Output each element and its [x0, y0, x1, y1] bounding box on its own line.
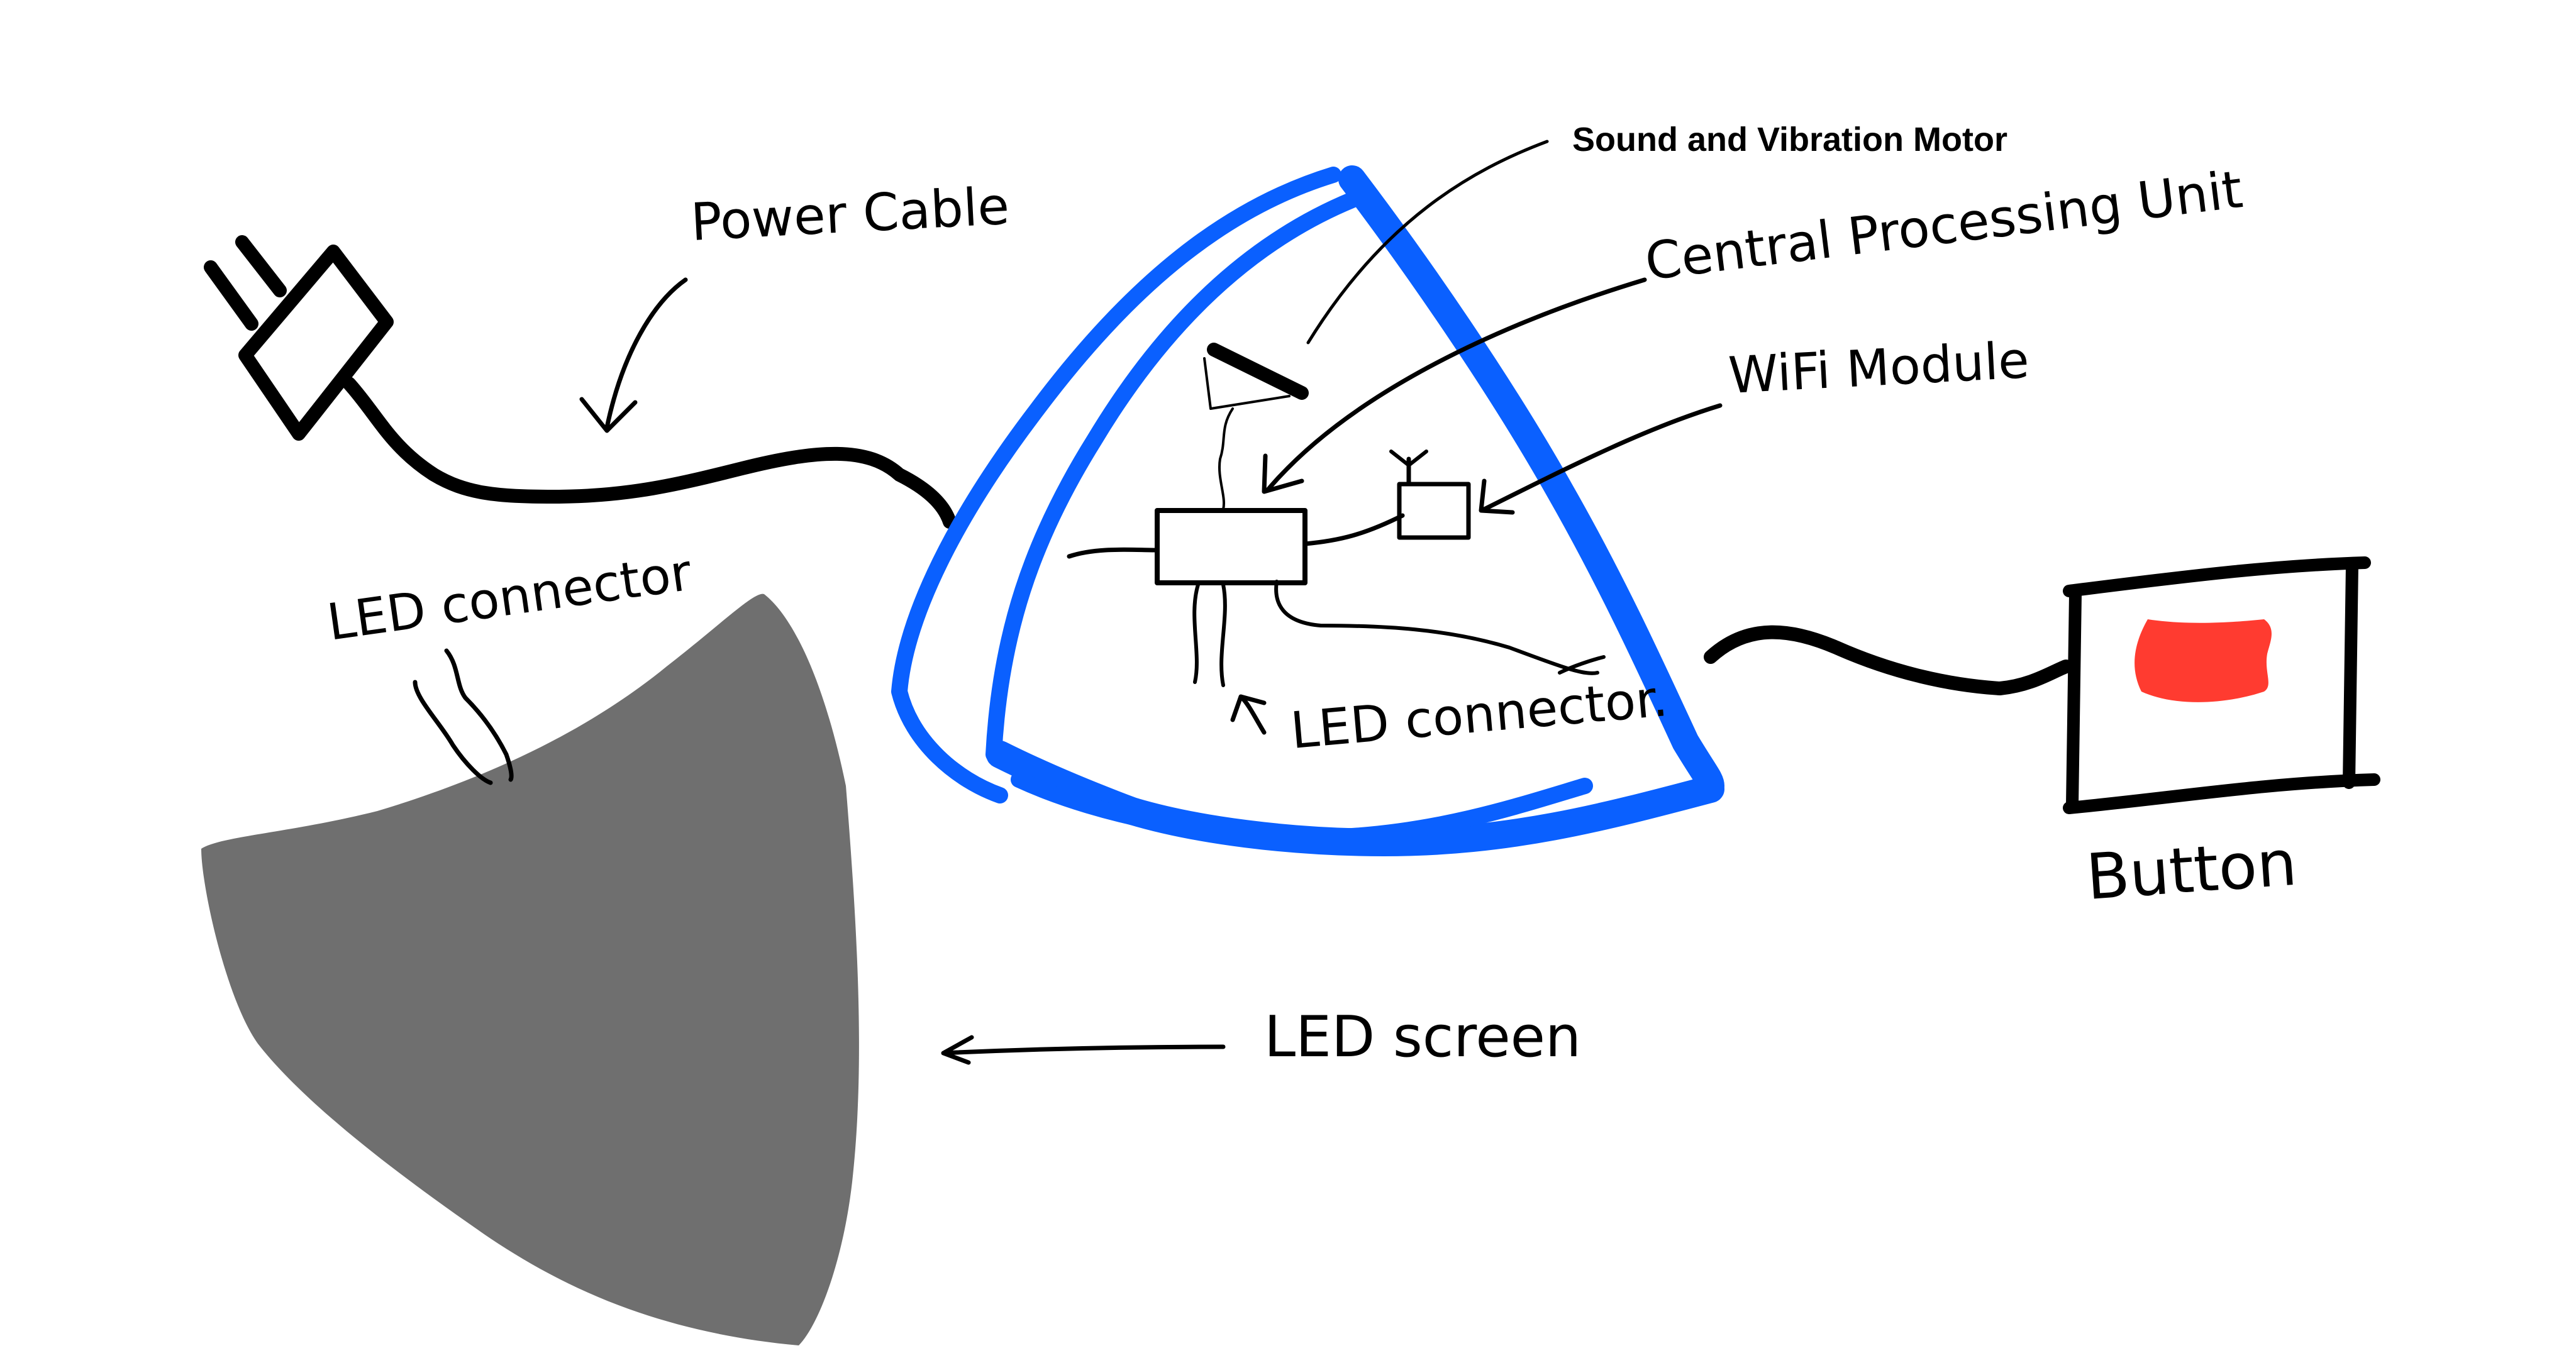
- label-cpu: Central Processing Unit: [1642, 160, 2246, 292]
- power-cable-arrow: [579, 277, 688, 433]
- wifi-module-icon: [1397, 482, 1471, 540]
- led-screen-shape: [201, 593, 859, 1345]
- annotation-arrows: [1230, 140, 1723, 735]
- internal-components: [1067, 343, 1606, 687]
- cpu-chip: [1155, 508, 1307, 585]
- sound-motor-icon: [1207, 343, 1309, 400]
- power-plug-icon: [204, 235, 394, 441]
- label-led-screen: LED screen: [1264, 1004, 1581, 1070]
- button-cable: [1704, 625, 2073, 696]
- cpu-arrow: [1262, 277, 1647, 494]
- label-led-connector-left: LED connector: [324, 543, 695, 652]
- power-cable: [342, 377, 957, 529]
- label-sound-motor: Sound and Vibration Motor: [1572, 121, 2007, 158]
- label-wifi-module: WiFi Module: [1727, 331, 2031, 405]
- label-power-cable: Power Cable: [689, 177, 1011, 253]
- sound-motor-leader: [1306, 140, 1549, 345]
- led-connector-center-arrow: [1230, 694, 1267, 735]
- wifi-arrow: [1479, 403, 1723, 515]
- button-box: [2063, 556, 2380, 814]
- label-led-connector-center: LED connector.: [1289, 669, 1670, 760]
- led-connector-wires-left: [413, 648, 514, 785]
- enclosure-outline: [891, 165, 1724, 856]
- led-screen-arrow: [941, 1035, 1226, 1065]
- button-indicator: [2135, 619, 2272, 702]
- label-button: Button: [2084, 826, 2299, 914]
